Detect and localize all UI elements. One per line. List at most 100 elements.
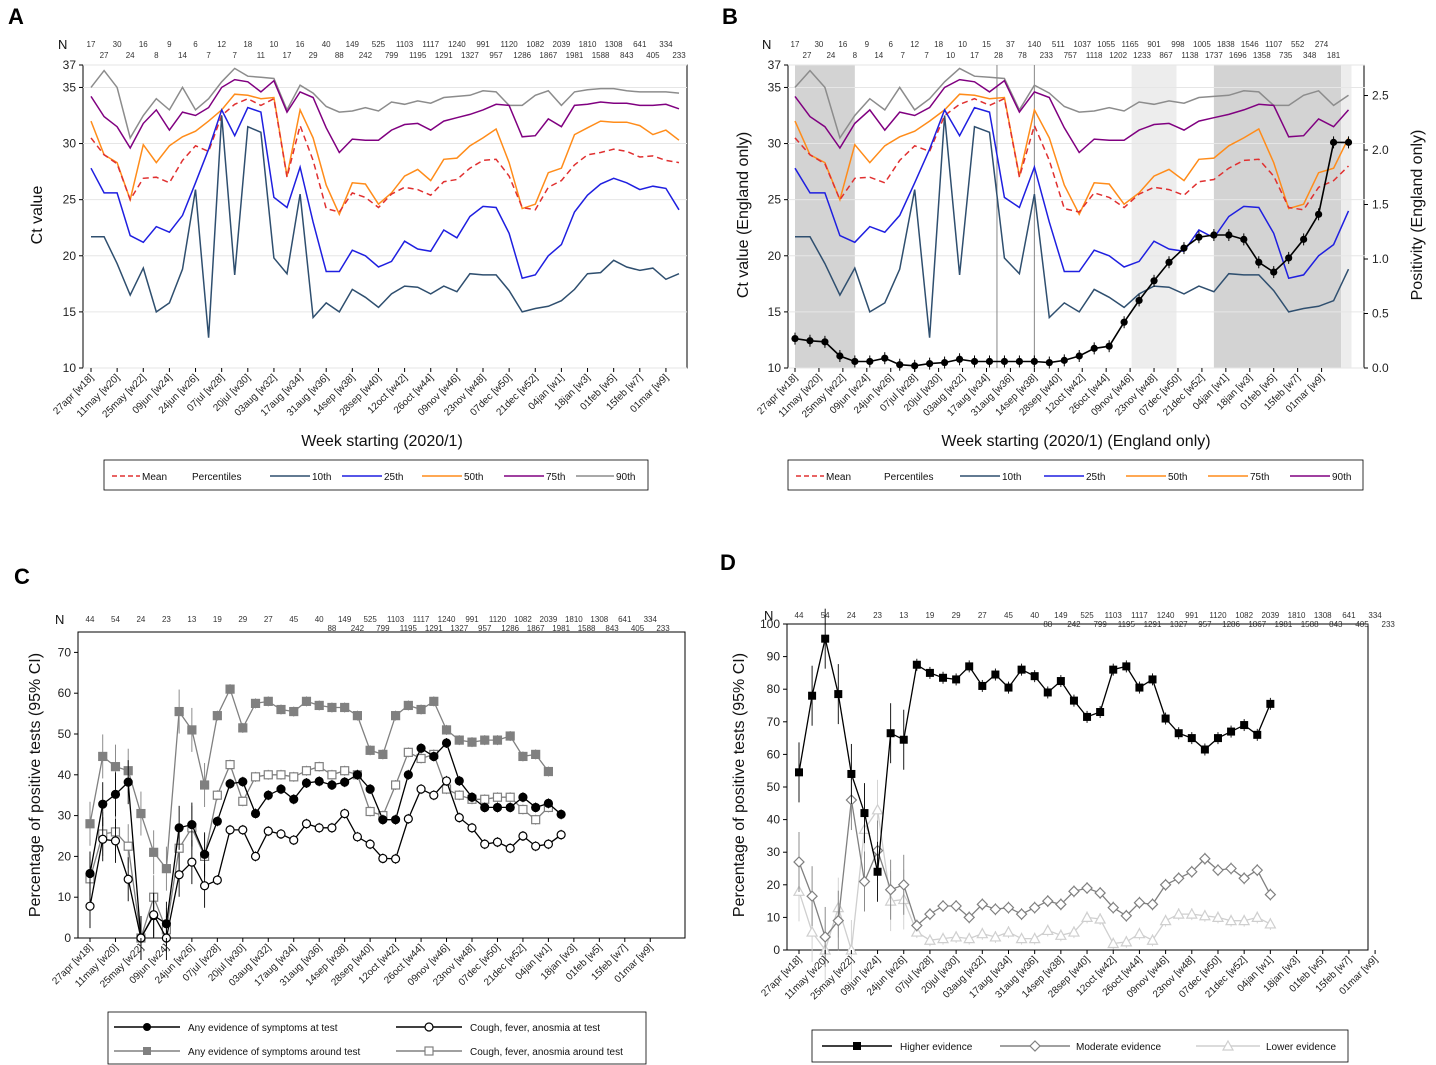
data-point-s3: [391, 711, 401, 721]
data-point-s1: [276, 784, 286, 794]
positivity-point: [1240, 235, 1248, 243]
count-bottom: 1867: [539, 51, 557, 60]
count-bottom: 88: [335, 51, 344, 60]
data-point-s1: [212, 816, 222, 826]
count-bottom: 27: [803, 51, 812, 60]
count-bottom: 181: [1327, 51, 1341, 60]
positivity-point: [1030, 357, 1038, 366]
positivity-point: [1210, 231, 1218, 239]
count-top: 1103: [387, 615, 405, 624]
count-top: 991: [1185, 611, 1199, 620]
positivity-point: [1270, 268, 1278, 276]
data-point-s4: [480, 794, 490, 804]
data-point-s2: [492, 837, 503, 847]
panel-d-legend: Higher evidence Moderate evidence Lower …: [811, 1029, 1349, 1063]
data-point-s1: [492, 802, 503, 813]
panel-c-plot-frame: [77, 631, 686, 939]
panel-a-n-label: N: [58, 37, 67, 52]
data-point-s1: [1109, 665, 1118, 674]
positivity-point: [896, 361, 904, 369]
data-point-s2: [429, 790, 439, 800]
count-top: 9: [167, 40, 172, 49]
data-point-s4: [531, 815, 541, 825]
data-point-s2: [884, 883, 897, 896]
panel-a-plot-frame: [82, 64, 688, 369]
series-line-p25: [794, 106, 1350, 280]
panel-c-legend-box: [107, 1011, 647, 1065]
data-point-s2: [301, 819, 312, 829]
positivity-point: [1315, 210, 1323, 218]
panel-a-y-axis-title: Ct value: [29, 186, 46, 245]
count-top: 525: [1080, 611, 1094, 620]
count-bottom: 7: [900, 51, 905, 60]
data-point-s3: [1002, 925, 1015, 937]
y2-tick-label: 0.5: [1372, 307, 1389, 321]
data-point-s1: [441, 738, 452, 748]
series-line-p90: [794, 67, 1349, 140]
y-tick-label: 10: [58, 890, 72, 904]
data-point-s2: [1094, 887, 1106, 899]
count-top: 12: [217, 40, 226, 49]
data-point-s2: [403, 814, 413, 824]
count-top: 19: [213, 615, 222, 624]
data-point-s2: [212, 875, 222, 885]
data-point-s1: [1096, 708, 1105, 717]
count-bottom: 17: [970, 51, 979, 60]
legend-d-s1-marker: [853, 1042, 861, 1050]
data-point-s2: [200, 881, 210, 891]
positivity-point: [821, 338, 829, 346]
data-point-s3: [806, 925, 819, 937]
data-point-s2: [937, 900, 949, 912]
y-tick-label: 10: [767, 910, 781, 924]
data-point-s3: [989, 930, 1002, 942]
positivity-point: [941, 358, 949, 367]
data-point-s1: [454, 776, 464, 786]
y-tick-label: 15: [63, 305, 77, 319]
data-point-s1: [808, 691, 817, 700]
data-point-s4: [391, 780, 401, 790]
data-point-s1: [327, 780, 337, 790]
data-point-s1: [123, 777, 133, 787]
count-top: 1103: [396, 40, 414, 49]
data-point-s3: [518, 751, 528, 762]
data-point-s2: [391, 854, 401, 864]
data-point-s2: [1212, 864, 1224, 876]
data-point-s2: [950, 900, 962, 912]
legend-c-s1-marker: [143, 1023, 151, 1031]
data-point-s3: [963, 932, 976, 944]
data-point-s2: [1159, 878, 1172, 891]
panel-b-gridlines: [788, 64, 1365, 369]
data-point-s4: [403, 747, 413, 757]
y2-tick-label: 2.0: [1372, 143, 1389, 157]
data-point-s1: [250, 808, 261, 819]
positivity-point: [806, 337, 814, 345]
count-bottom: 11: [257, 51, 266, 60]
data-point-s3: [200, 780, 210, 790]
count-top: 149: [338, 615, 352, 624]
panel-a-legend-box: [103, 459, 649, 491]
count-bottom: 14: [178, 51, 187, 60]
count-top: 27: [978, 611, 987, 620]
positivity-point: [1225, 231, 1233, 239]
data-point-s3: [1081, 911, 1094, 922]
panel-d-y-ticks: 0 10 20 30 40 50 60 70 80 90 100: [760, 617, 787, 957]
count-top: 2039: [540, 615, 558, 624]
panel-c-legend: Any evidence of symptoms at test Cough, …: [107, 1011, 647, 1065]
count-bottom: 1286: [501, 624, 519, 633]
count-top: 991: [465, 615, 479, 624]
positivity-point: [926, 360, 934, 368]
data-point-s2: [1120, 909, 1133, 922]
y-tick-label: 25: [63, 193, 77, 207]
data-point-s2: [1015, 908, 1028, 920]
count-bottom: 88: [327, 624, 336, 633]
data-point-s3: [454, 735, 464, 745]
data-point-s2: [897, 878, 910, 891]
y-tick-label: 40: [58, 768, 72, 782]
positivity-point: [1000, 357, 1009, 366]
shaded-period: [1213, 65, 1342, 368]
legend-c-s4: Cough, fever, anosmia around test: [470, 1047, 623, 1058]
count-top: 29: [238, 615, 247, 624]
data-point-s2: [250, 851, 261, 862]
panel-c-label: C: [14, 564, 30, 589]
data-point-s3: [1211, 911, 1224, 922]
